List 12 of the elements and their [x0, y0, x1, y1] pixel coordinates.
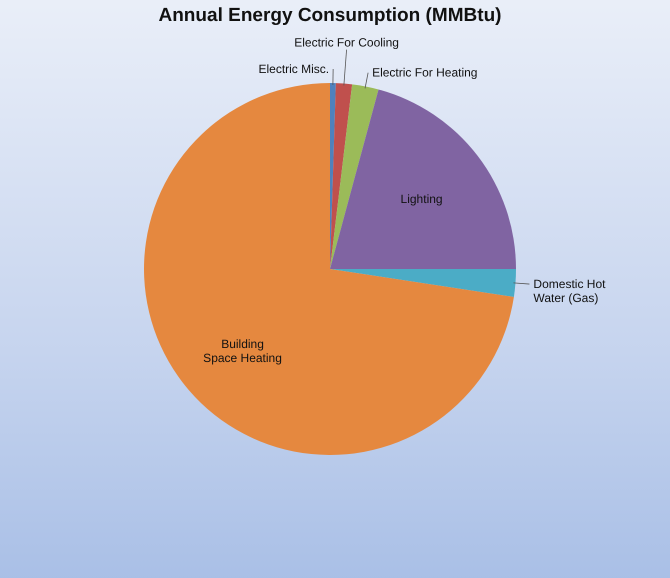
slice-label: Lighting	[400, 192, 443, 206]
slice-label: Electric For Heating	[372, 66, 478, 80]
slice-label: Electric Misc.	[258, 62, 330, 76]
slice-label: Electric For Cooling	[294, 36, 399, 50]
slice-label: Domestic Hot Water (Gas)	[533, 277, 606, 306]
pie-slice	[330, 89, 516, 269]
pie-slice	[330, 269, 516, 297]
pie-slice	[330, 83, 352, 269]
pie-slice	[144, 83, 514, 455]
slice-label: Building Space Heating	[203, 337, 282, 366]
pie-slice	[330, 84, 379, 269]
chart-title: Annual Energy Consumption (MMBtu)	[158, 5, 502, 26]
